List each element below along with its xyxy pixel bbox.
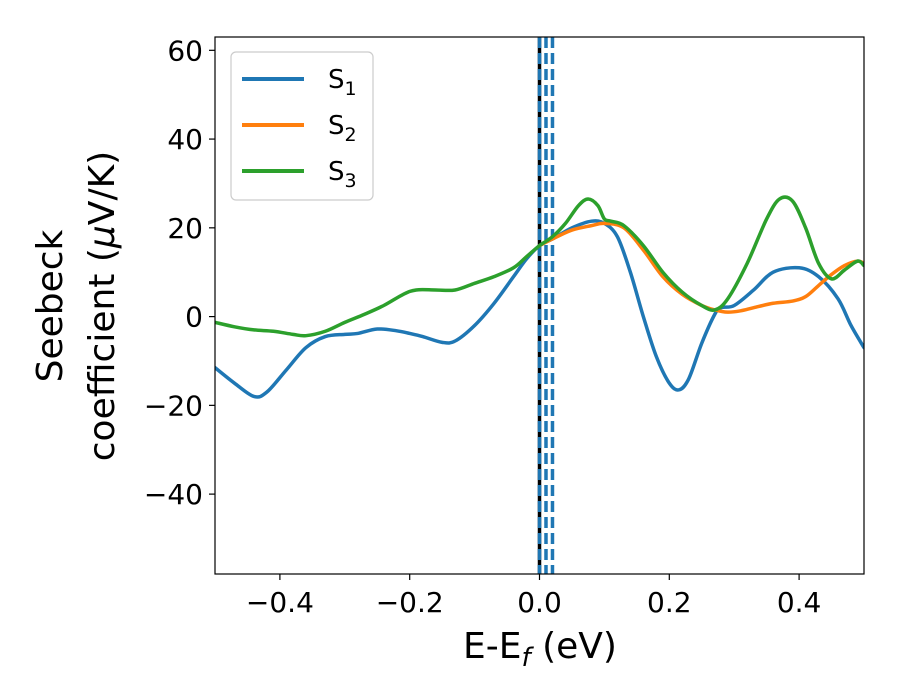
legend-label-main: S [328,65,345,95]
y-axis-ticks: −40 −20 0 20 40 60 [144,34,215,511]
y-tick-label-4: 40 [167,123,203,156]
x-tick-label-0: −0.4 [246,586,314,619]
y-axis-label-mu: μ [82,225,123,249]
plot-area [215,37,864,574]
legend-label-sub: 2 [345,124,357,146]
legend-label-sub: 3 [345,170,357,192]
y-tick-label-0: −40 [144,478,203,511]
legend-label-s2: S2 [328,111,357,146]
legend-label-sub: 1 [345,78,357,100]
legend-label-s3: S3 [328,157,357,192]
x-tick-label-4: 0.4 [777,586,822,619]
legend-label-main: S [328,111,345,141]
y-axis-label-line2: coefficient (μV/K) [82,151,123,461]
y-tick-label-3: 20 [167,212,203,245]
series-lines [215,195,864,399]
x-axis-ticks: −0.4 −0.2 0.0 0.2 0.4 [246,574,821,619]
y-tick-label-2: 0 [185,301,203,334]
y-axis-label-prefix: coefficient ( [82,248,123,461]
y-axis-label-suffix: V/K) [82,151,123,225]
y-tick-label-1: −20 [144,389,203,422]
series-line-s2 [537,221,864,314]
series-line-s3 [215,195,864,338]
x-tick-label-1: −0.2 [376,586,444,619]
legend-label-s1: S1 [328,65,357,100]
x-axis-label: E-Ef (eV) [463,626,617,673]
x-tick-label-2: 0.0 [517,586,562,619]
y-axis-label-line1: Seebeck [30,229,71,382]
x-axis-label-main: E-E [463,626,521,667]
legend-label-main: S [328,157,345,187]
reference-lines [537,37,555,574]
y-tick-label-5: 60 [167,34,203,67]
y-axis-label: Seebeck coefficient (μV/K) [30,151,123,461]
x-axis-label-tail: (eV) [531,626,617,667]
x-tick-label-3: 0.2 [647,586,692,619]
